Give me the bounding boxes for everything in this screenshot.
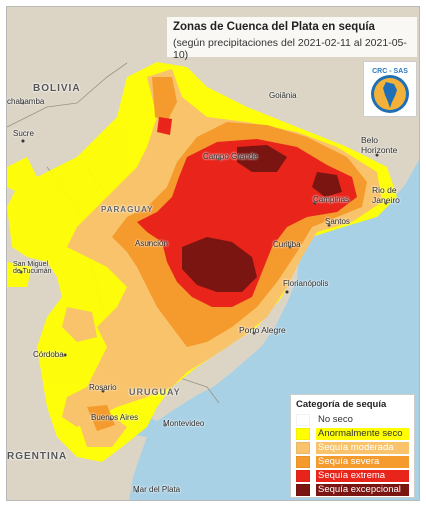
legend-item: Sequía severa [296, 455, 409, 469]
label-argentina: RGENTINA [7, 451, 68, 462]
crc-sas-logo: CRC - SAS [363, 61, 417, 117]
legend-item: No seco [296, 413, 409, 427]
legend-items: No seco Anormalmente seco Sequía moderada S… [296, 413, 409, 497]
legend-label: Sequía excepcional [316, 484, 409, 496]
label-sucre: Sucre [13, 129, 34, 138]
label-paraguay: PARAGUAY [101, 205, 154, 214]
legend-item: Sequía extrema [296, 469, 409, 483]
label-santos: Santos [325, 217, 350, 226]
label-san-miguel: San Miguel de Tucumán [13, 261, 52, 275]
label-campo-grande: Campo Grande [203, 152, 258, 161]
label-porto-alegre: Porto Alegre [239, 325, 286, 335]
label-goiania: Goiânia [269, 91, 297, 100]
label-uruguay: URUGUAY [129, 387, 181, 397]
legend-label: Sequía moderada [316, 442, 409, 454]
label-asuncion: Asunción [135, 239, 168, 248]
legend-swatch [296, 428, 310, 440]
label-belo-horizonte: Belo Horizonte [361, 135, 398, 155]
legend-item: Anormalmente seco [296, 427, 409, 441]
label-buenos-aires: Buenos Aires [91, 413, 139, 422]
south-america-globe-icon: CRC - SAS [371, 68, 409, 113]
label-mar-del-plata: Mar del Plata [133, 485, 181, 494]
label-cordoba: Córdoba [33, 350, 64, 359]
legend-label: Anormalmente seco [316, 428, 409, 440]
map-subtitle: (según precipitaciones del 2021-02-11 al… [173, 37, 407, 61]
label-florianopolis: Florianópolis [283, 279, 329, 288]
city-markers [19, 101, 388, 493]
map-title: Zonas de Cuenca del Plata en sequía [173, 21, 375, 33]
map-frame[interactable]: Zonas de Cuenca del Plata en sequía (seg… [6, 6, 420, 501]
map-title-box: Zonas de Cuenca del Plata en sequía (seg… [167, 17, 417, 61]
label-curitiba: Curitiba [273, 240, 301, 249]
svg-text:CRC - SAS: CRC - SAS [372, 68, 408, 75]
legend-item: Sequía excepcional [296, 483, 409, 497]
legend-label: Sequía severa [316, 456, 409, 468]
legend-swatch [296, 414, 310, 426]
legend-title: Categoría de sequía [296, 399, 387, 410]
legend-item: Sequía moderada [296, 441, 409, 455]
legend-swatch [296, 442, 310, 454]
label-rosario: Rosario [89, 383, 117, 392]
label-rio-de-janeiro: Rio de Janeiro [372, 185, 400, 205]
map-legend: Categoría de sequía No seco Anormalmente … [290, 394, 415, 498]
label-campinas: Campinas [313, 195, 350, 204]
legend-swatch [296, 456, 310, 468]
label-montevideo: Montevideo [163, 419, 205, 428]
legend-swatch [296, 484, 310, 496]
legend-label: Sequía extrema [316, 470, 409, 482]
legend-swatch [296, 470, 310, 482]
legend-label: No seco [316, 414, 409, 426]
label-bolivia: BOLIVIA [33, 83, 81, 94]
label-cochabamba: chabamba [7, 97, 45, 106]
drought-exceptional [182, 145, 342, 292]
